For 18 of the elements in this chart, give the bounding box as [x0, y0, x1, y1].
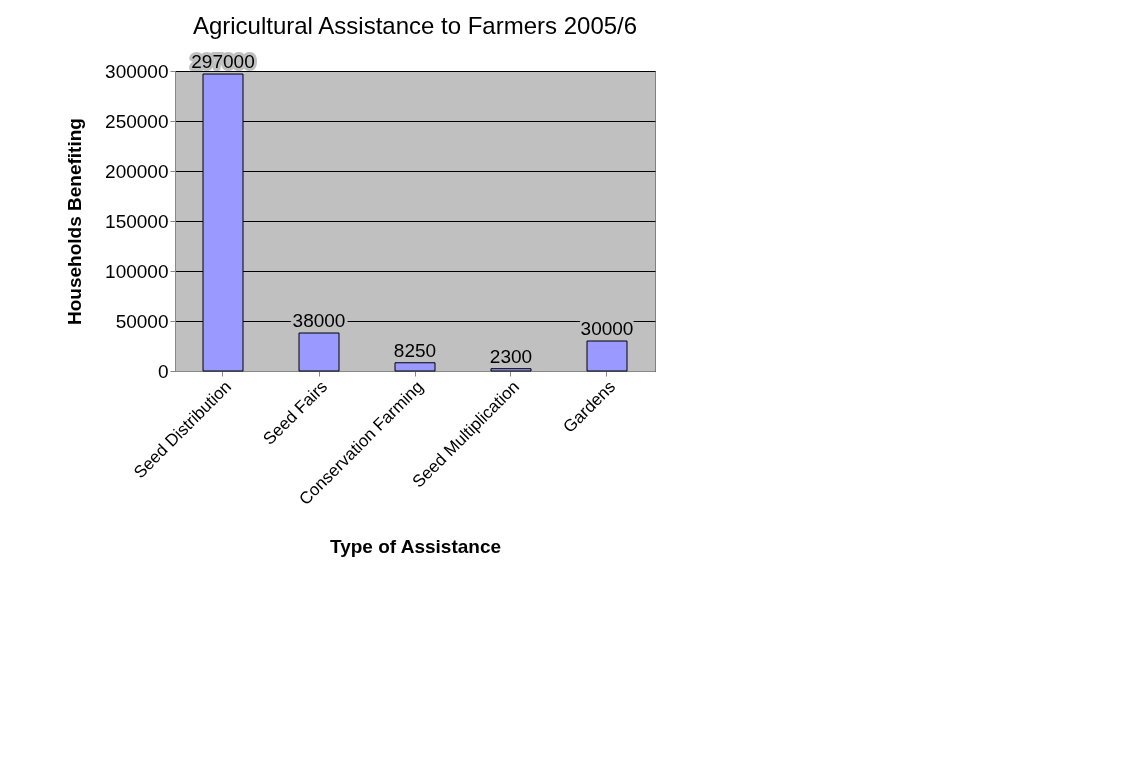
y-tick-label: 200000	[105, 160, 169, 182]
y-tick-label: 0	[157, 360, 169, 382]
bar	[490, 368, 532, 372]
data-label: 8250	[393, 339, 437, 361]
chart-title: Agricultural Assistance to Farmers 2005/6	[192, 12, 638, 39]
data-label: 297000	[191, 51, 255, 72]
y-axis-title: Households Benefiting	[64, 118, 86, 325]
bar	[586, 340, 628, 372]
y-tick-label: 300000	[105, 60, 169, 82]
bar	[394, 362, 436, 372]
y-tick-label: 150000	[105, 210, 169, 232]
y-tick-label: 250000	[105, 110, 169, 132]
data-label: 30000	[580, 318, 634, 339]
x-axis-title: Type of Assistance	[329, 536, 502, 558]
y-tick-label: 100000	[105, 260, 169, 282]
data-label: 2300	[489, 345, 533, 367]
bar	[298, 332, 340, 372]
y-tick-label: 50000	[115, 310, 169, 332]
